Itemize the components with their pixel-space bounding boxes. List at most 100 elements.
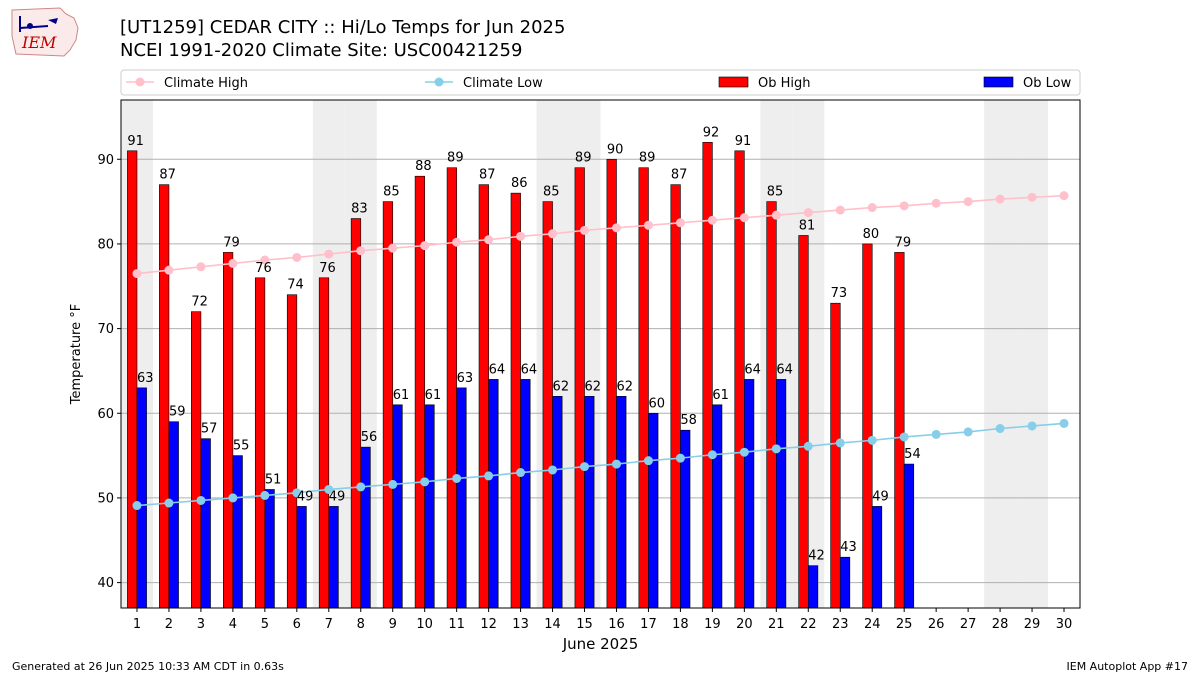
x-tick-label: 24	[864, 617, 881, 632]
x-tick-label: 6	[293, 617, 301, 632]
x-tick-label: 19	[704, 617, 721, 632]
x-tick-label: 28	[992, 617, 1009, 632]
climate-high-point	[132, 269, 142, 279]
y-tick-label: 80	[97, 237, 114, 252]
x-tick-label: 26	[928, 617, 945, 632]
climate-low-point	[164, 498, 174, 508]
climate-high-point	[388, 243, 398, 253]
climate-low-point	[995, 424, 1005, 434]
ob-low-bar	[328, 506, 339, 609]
ob-low-bar	[232, 455, 243, 609]
ob-high-label: 90	[607, 142, 624, 157]
climate-high-point	[995, 194, 1005, 204]
ob-low-bar	[552, 396, 563, 609]
plot-frame	[120, 99, 1081, 609]
ob-high-label: 79	[223, 235, 240, 250]
ob-high-bar	[222, 252, 234, 609]
generated-footer: Generated at 26 Jun 2025 10:33 AM CDT in…	[12, 660, 284, 673]
ob-low-label: 64	[776, 362, 793, 377]
weekend-shade	[1016, 100, 1049, 608]
climate-low-point	[867, 435, 877, 445]
ob-low-label: 58	[680, 413, 697, 428]
climate-low-point	[388, 479, 398, 489]
y-tick-label: 90	[97, 153, 114, 168]
ob-low-bar	[648, 412, 659, 609]
climate-low-point	[899, 432, 909, 442]
climate-low-point	[516, 468, 526, 478]
x-axis-label: June 2025	[562, 635, 639, 653]
climate-high-point	[675, 218, 685, 228]
ob-high-bar	[862, 243, 873, 609]
x-tick-label: 29	[1024, 617, 1041, 632]
climate-low-point	[580, 462, 590, 472]
ob-low-label: 62	[616, 379, 633, 394]
legend-climate-low-label: Climate Low	[463, 76, 543, 91]
climate-high-point	[356, 246, 366, 256]
climate-high-point	[963, 197, 973, 207]
x-tick-label: 10	[416, 617, 433, 632]
ob-low-bar	[360, 446, 371, 609]
ob-high-bar	[478, 184, 489, 609]
ob-low-label: 62	[585, 379, 602, 394]
ob-high-bar	[702, 142, 713, 609]
climate-low-point	[739, 447, 749, 457]
ob-high-bar	[670, 184, 681, 609]
y-tick-label: 60	[97, 407, 114, 422]
climate-high-point	[835, 205, 845, 215]
climate-low-point	[931, 429, 941, 439]
logo-text: IEM	[21, 33, 57, 52]
ob-high-label: 88	[415, 159, 432, 174]
ob-high-label: 85	[383, 185, 400, 200]
ob-low-label: 61	[425, 388, 442, 403]
ob-low-label: 64	[489, 362, 506, 377]
ob-low-bar	[616, 396, 627, 609]
ob-high-label: 92	[703, 125, 720, 140]
legend-climate-high-marker	[135, 77, 145, 87]
climate-high-point	[1027, 192, 1037, 202]
ob-low-bar	[456, 387, 467, 609]
ob-low-label: 64	[744, 362, 761, 377]
climate-low-point	[548, 465, 558, 475]
ob-low-bar	[264, 489, 275, 609]
x-tick-label: 8	[357, 617, 365, 632]
ob-high-label: 72	[191, 295, 208, 310]
ob-low-label: 61	[712, 388, 729, 403]
climate-low-point	[132, 501, 142, 511]
ob-high-bar	[382, 201, 394, 609]
ob-low-bar	[392, 404, 403, 609]
ob-low-bar	[136, 387, 147, 609]
ob-low-bar	[584, 396, 595, 609]
climate-high-point	[739, 213, 749, 223]
ob-low-bar	[744, 379, 755, 609]
x-tick-label: 2	[165, 617, 173, 632]
ob-low-label: 60	[648, 396, 665, 411]
climate-high-point	[867, 203, 877, 213]
climate-high-point	[899, 201, 909, 211]
ob-high-bar	[446, 167, 457, 609]
climate-low-point	[260, 490, 270, 500]
ob-high-bar	[159, 184, 170, 609]
ob-low-bar	[807, 565, 819, 609]
ob-high-label: 89	[639, 151, 656, 166]
ob-low-label: 56	[361, 430, 378, 445]
climate-low-point	[835, 438, 845, 448]
ob-high-label: 87	[159, 168, 176, 183]
ob-high-bar	[830, 302, 841, 609]
ob-high-label: 87	[671, 168, 688, 183]
climate-high-line	[136, 194, 1065, 275]
x-tick-label: 1	[133, 617, 141, 632]
climate-low-point	[228, 493, 238, 503]
climate-low-point	[1059, 418, 1069, 428]
ob-high-bar	[894, 252, 905, 609]
climate-low-point	[675, 453, 685, 463]
x-tick-label: 25	[896, 617, 913, 632]
ob-high-label: 83	[351, 202, 368, 217]
ob-high-bar	[542, 201, 553, 609]
x-tick-label: 11	[448, 617, 465, 632]
y-tick-label: 70	[97, 322, 114, 337]
climate-low-point	[707, 450, 717, 460]
climate-high-point	[292, 252, 302, 262]
ob-low-bar	[296, 506, 307, 609]
climate-low-point	[1027, 421, 1037, 431]
ob-high-bar	[318, 277, 330, 609]
